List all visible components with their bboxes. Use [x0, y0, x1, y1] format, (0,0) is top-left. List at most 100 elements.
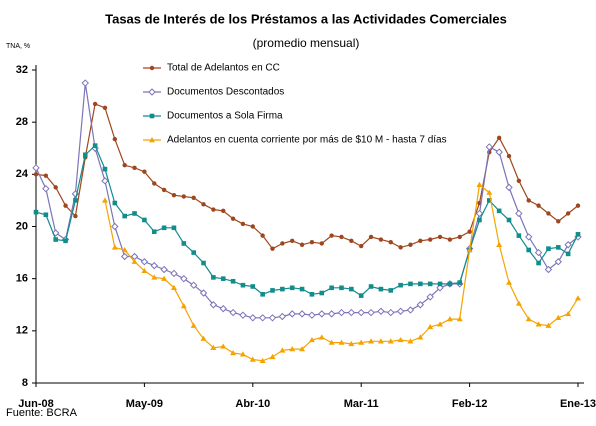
data-point: [290, 238, 295, 244]
data-point: [377, 338, 384, 344]
data-point: [368, 284, 374, 289]
x-tick-label: Feb-12: [452, 398, 487, 410]
data-point: [249, 356, 256, 362]
data-point: [516, 178, 522, 184]
data-point: [525, 316, 532, 322]
data-point: [339, 234, 344, 240]
data-point: [417, 334, 424, 340]
data-point: [259, 357, 266, 364]
data-point: [161, 275, 168, 281]
data-point: [416, 301, 425, 309]
data-point: [575, 295, 581, 301]
data-point: [269, 353, 276, 360]
data-point: [397, 336, 404, 343]
data-point: [221, 208, 226, 214]
data-point: [298, 310, 306, 318]
data-point: [496, 241, 503, 247]
data-point: [209, 301, 218, 309]
data-point: [378, 286, 384, 292]
data-point: [121, 246, 128, 253]
data-point: [220, 343, 227, 349]
data-point: [515, 300, 522, 306]
data-point: [308, 311, 316, 319]
y-tick-label: 28: [16, 116, 28, 128]
data-point: [250, 224, 255, 229]
data-point: [526, 198, 531, 203]
data-point: [457, 234, 462, 240]
data-point: [201, 260, 206, 266]
data-point: [161, 225, 167, 231]
data-point: [240, 282, 246, 288]
data-point: [457, 280, 463, 285]
data-point: [250, 284, 256, 289]
data-point: [535, 321, 542, 327]
legend-marker: [149, 113, 155, 119]
data-point: [387, 338, 394, 344]
data-point: [199, 289, 208, 297]
data-point: [161, 187, 167, 193]
data-point: [396, 307, 405, 315]
data-point: [92, 143, 98, 148]
data-point: [487, 198, 492, 203]
y-tick-label: 32: [16, 64, 28, 76]
data-point: [190, 322, 197, 328]
data-point: [359, 243, 364, 249]
data-point: [358, 339, 365, 345]
data-point: [427, 281, 433, 287]
data-point: [368, 338, 375, 344]
data-point: [140, 258, 149, 266]
data-point: [378, 237, 384, 242]
y-tick-label: 24: [16, 168, 29, 180]
data-point: [456, 316, 463, 322]
data-point: [260, 292, 265, 297]
data-point: [43, 173, 49, 178]
data-point: [122, 163, 127, 168]
data-point: [53, 237, 59, 242]
data-point: [388, 288, 394, 293]
x-tick-label: Mar-11: [344, 398, 379, 410]
data-point: [496, 135, 502, 141]
data-point: [73, 198, 78, 203]
data-point: [555, 314, 562, 320]
x-tick-label: Jun-08: [18, 398, 53, 410]
data-point: [191, 250, 196, 255]
data-point: [280, 241, 285, 246]
legend-label: Adelantos en cuenta corriente por más de…: [167, 135, 447, 146]
data-point: [318, 334, 325, 340]
data-point: [299, 286, 305, 292]
data-point: [556, 219, 561, 224]
data-point: [63, 203, 68, 208]
data-point: [546, 211, 551, 216]
y-tick-label: 20: [16, 220, 28, 232]
x-tick-label: May-09: [126, 398, 163, 410]
series-line: [35, 144, 579, 297]
chart-title: Tasas de Interés de los Préstamos a las …: [105, 11, 507, 26]
legend-label: Total de Adelantos en CC: [167, 63, 280, 74]
data-point: [181, 194, 187, 199]
x-tick-label: Abr-10: [235, 398, 270, 410]
data-point: [180, 274, 188, 283]
data-point: [565, 211, 571, 216]
data-point: [112, 136, 118, 142]
data-point: [554, 258, 562, 266]
data-point: [210, 344, 217, 350]
data-point: [181, 241, 187, 246]
data-point: [260, 233, 265, 238]
data-point: [377, 307, 385, 315]
data-point: [240, 221, 246, 227]
data-point: [368, 234, 374, 240]
data-point: [339, 285, 344, 291]
data-point: [239, 351, 246, 357]
data-point: [230, 350, 237, 356]
data-point: [219, 304, 227, 313]
data-point: [447, 281, 453, 287]
data-point: [152, 181, 157, 186]
data-point: [505, 183, 513, 192]
data-point: [565, 251, 571, 257]
data-point: [170, 269, 178, 278]
data-point: [82, 152, 88, 158]
y-tick-label: 16: [16, 273, 28, 285]
data-point: [211, 275, 216, 280]
data-point: [486, 189, 493, 195]
